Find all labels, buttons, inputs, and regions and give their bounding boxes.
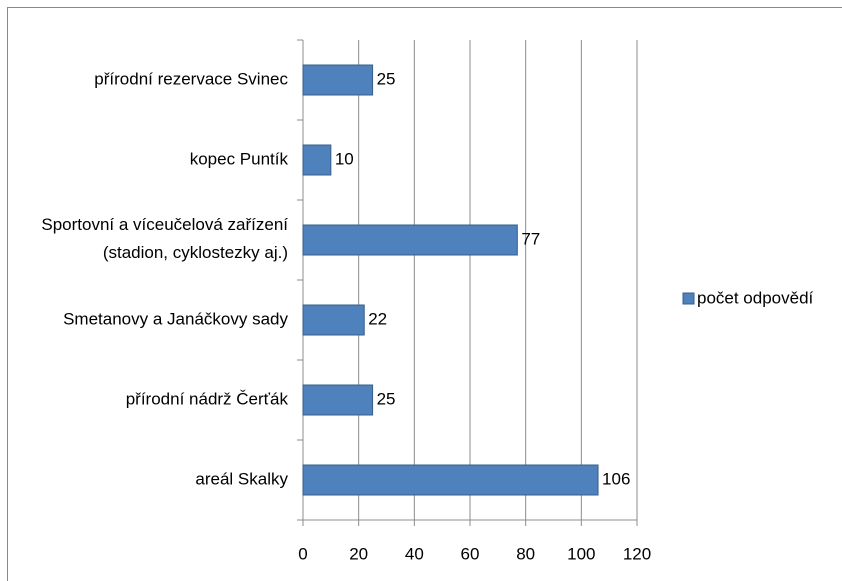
bar — [302, 464, 599, 496]
y-tick-label: přírodní rezervace Svinec — [94, 69, 288, 88]
data-label: 25 — [377, 69, 396, 88]
y-tick-label: přírodní nádrž Čerťák — [126, 389, 289, 408]
data-label: 25 — [377, 389, 396, 408]
x-tick-label: 40 — [405, 544, 424, 563]
y-tick-label: kopec Puntík — [190, 149, 289, 168]
chart-border — [7, 7, 842, 581]
x-tick-label: 100 — [567, 544, 595, 563]
bar — [302, 384, 374, 416]
legend-swatch — [682, 292, 695, 305]
bar — [302, 64, 374, 96]
bar — [302, 144, 332, 176]
y-tick-label: Smetanovy a Janáčkovy sady — [63, 309, 288, 328]
y-tick-label: Sportovní a víceučelová zařízení (stadion… — [41, 215, 288, 262]
data-label: 22 — [368, 309, 387, 328]
data-label: 106 — [602, 469, 630, 488]
x-tick-label: 80 — [516, 544, 535, 563]
x-tick-label: 60 — [461, 544, 480, 563]
y-tick-label: areál Skalky — [195, 469, 288, 488]
x-tick-label: 120 — [623, 544, 651, 563]
x-tick-label: 0 — [298, 544, 307, 563]
x-tick-label: 20 — [349, 544, 368, 563]
bar — [302, 224, 518, 256]
data-label: 10 — [335, 149, 354, 168]
data-label: 77 — [521, 229, 540, 248]
bar — [302, 304, 365, 336]
legend-label: počet odpovědí — [697, 288, 814, 307]
